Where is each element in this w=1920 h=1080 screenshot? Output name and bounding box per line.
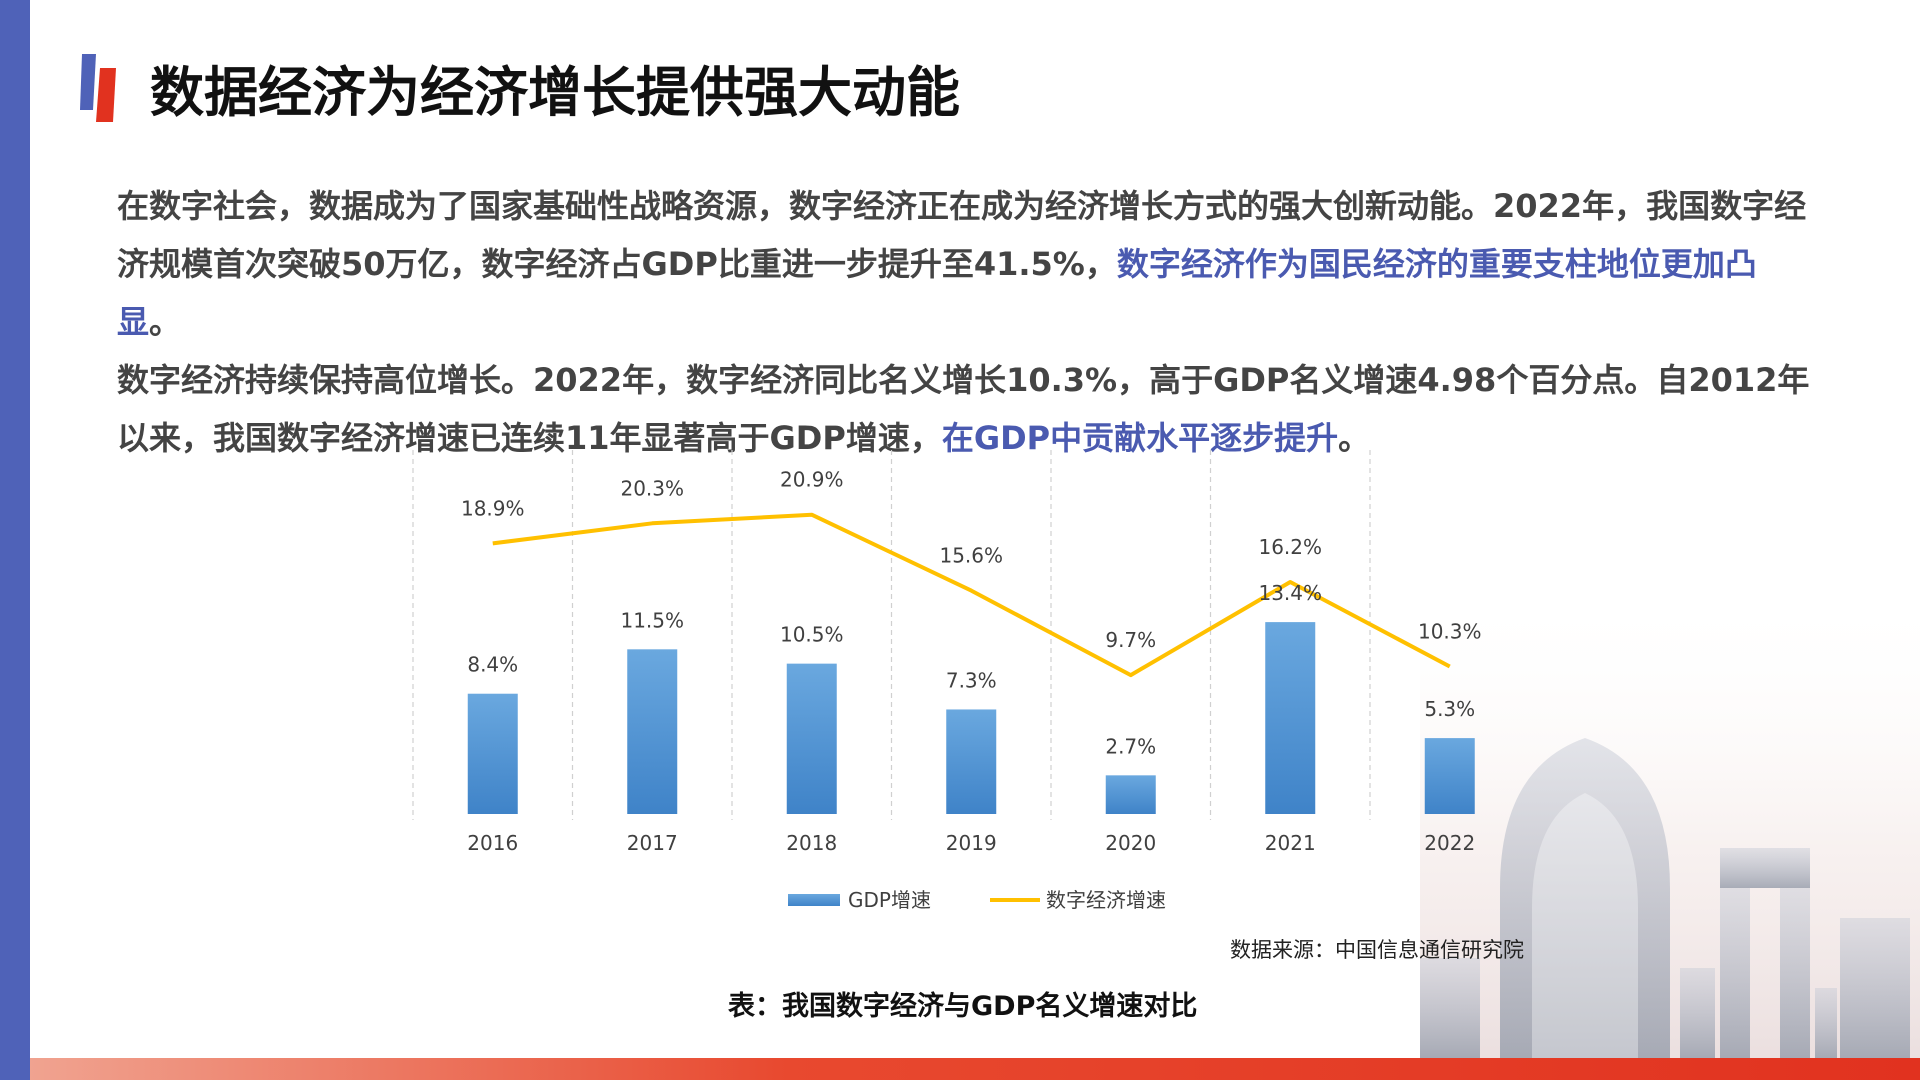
- legend-label-gdp: GDP增速: [848, 888, 931, 912]
- gdp-bar-2016: [467, 693, 518, 814]
- gdp-bar-label-2018: 10.5%: [780, 623, 844, 647]
- title-logo-icon: [80, 54, 116, 122]
- digital-line-label-2022: 10.3%: [1418, 620, 1482, 644]
- paragraph-text-1: 在数字社会，数据成为了国家基础性战略资源，数字经济正在成为经济增长方式的强大创新…: [117, 187, 1807, 283]
- left-accent-bar: [0, 0, 30, 1080]
- gdp-bar-2020: [1105, 775, 1156, 814]
- gdp-bar-label-2021: 13.4%: [1258, 581, 1322, 605]
- digital-line-label-2017: 20.3%: [620, 476, 684, 500]
- paragraph-end-1: 。: [149, 303, 182, 341]
- x-tick-label-2021: 2021: [1265, 831, 1316, 855]
- gdp-bar-label-2016: 8.4%: [467, 653, 518, 677]
- bottom-accent-bar: [30, 1058, 1920, 1080]
- gdp-bar-2018: [786, 663, 837, 814]
- page-title: 数据经济为经济增长提供强大动能: [150, 61, 960, 124]
- x-tick-label-2020: 2020: [1105, 831, 1156, 855]
- gdp-bar-2017: [627, 649, 678, 814]
- x-tick-label-2016: 2016: [467, 831, 518, 855]
- gdp-bar-2022: [1424, 738, 1475, 814]
- digital-line-label-2016: 18.9%: [461, 496, 525, 520]
- growth-comparison-chart: 8.4% 11.5% 10.5% 7.3% 2.7% 13.4% 5.3% 18.9% 20.3…: [412, 450, 1482, 912]
- legend-label-digital: 数字经济增速: [1046, 888, 1166, 912]
- paragraph-text-2: 数字经济持续保持高位增长。2022年，数字经济同比名义增长10.3%，高于GDP…: [117, 361, 1810, 457]
- x-tick-label-2018: 2018: [786, 831, 837, 855]
- gdp-bar-label-2022: 5.3%: [1424, 697, 1475, 721]
- digital-line-label-2020: 9.7%: [1105, 628, 1156, 652]
- legend-swatch-gdp: [788, 894, 840, 906]
- x-tick-label-2019: 2019: [946, 831, 997, 855]
- gdp-bar-label-2019: 7.3%: [946, 668, 997, 692]
- x-tick-label-2017: 2017: [627, 831, 678, 855]
- chart-caption: 表：我国数字经济与GDP名义增速对比: [728, 991, 1198, 1022]
- digital-line-label-2018: 20.9%: [780, 468, 844, 492]
- digital-line-label-2019: 15.6%: [939, 544, 1003, 568]
- gdp-bar-2019: [946, 709, 997, 814]
- gdp-bar-2021: [1265, 622, 1316, 814]
- gdp-bar-label-2020: 2.7%: [1105, 734, 1156, 758]
- gdp-bar-label-2017: 11.5%: [620, 608, 684, 632]
- paragraph-highlight-1: 数字经济作为国民经济的重要支柱地位更加凸显: [117, 245, 1757, 341]
- city-skyline-image: [1420, 588, 1920, 1058]
- digital-line-label-2021: 16.2%: [1258, 535, 1322, 559]
- data-source-note: 数据来源：中国信息通信研究院: [1230, 938, 1524, 962]
- x-tick-label-2022: 2022: [1424, 831, 1475, 855]
- intro-paragraph: 在数字社会，数据成为了国家基础性战略资源，数字经济正在成为经济增长方式的强大创新…: [117, 177, 1817, 467]
- paragraph-end-2: 。: [1338, 419, 1371, 457]
- paragraph-highlight-2: 在GDP中贡献水平逐步提升: [941, 419, 1339, 457]
- digital-economy-line: [492, 512, 1451, 678]
